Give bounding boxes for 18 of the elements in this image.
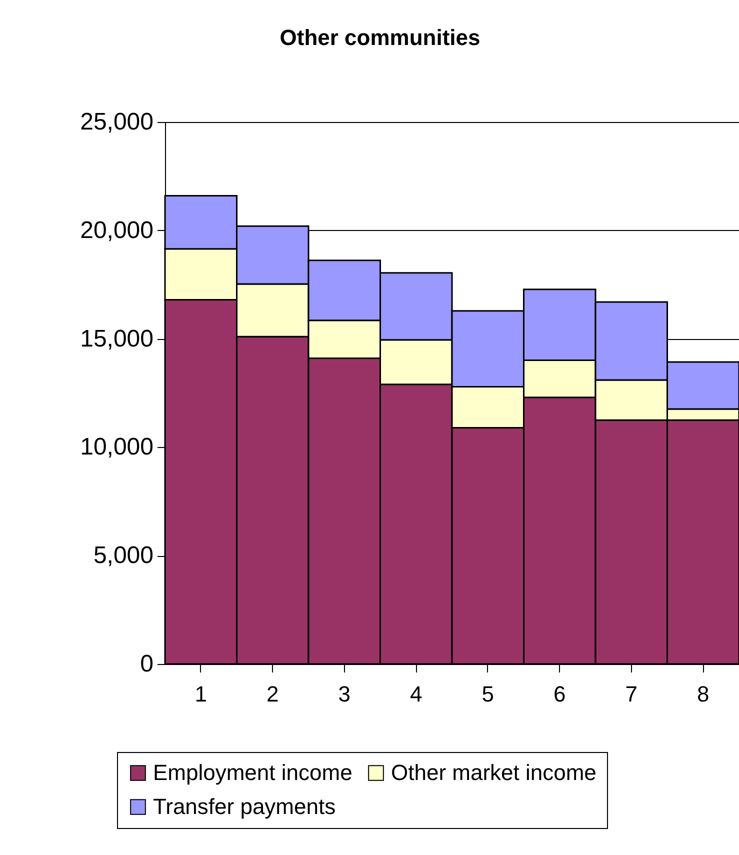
- y-tick-label: 25,000: [80, 108, 154, 136]
- x-tick-label: 2: [266, 682, 279, 706]
- y-tick-label: 10,000: [80, 434, 154, 461]
- legend-label: Transfer payments: [153, 794, 336, 819]
- x-tick-label: 1: [194, 682, 207, 706]
- y-tick-label: 0: [140, 650, 154, 678]
- x-tick-label: 5: [482, 682, 494, 706]
- y-tick-label: 15,000: [80, 325, 154, 352]
- x-tick-label: 6: [554, 682, 566, 706]
- x-tick-label: 3: [338, 682, 350, 706]
- y-tick-label: 5,000: [93, 542, 154, 570]
- chart-title: Other communities: [280, 25, 480, 50]
- x-tick-label: 8: [697, 682, 710, 706]
- legend-label: Employment income: [153, 760, 352, 785]
- y-tick-label: 20,000: [80, 216, 154, 244]
- x-tick-label: 4: [410, 682, 422, 706]
- legend-label: Other market income: [391, 760, 596, 785]
- x-tick-label: 7: [625, 682, 638, 706]
